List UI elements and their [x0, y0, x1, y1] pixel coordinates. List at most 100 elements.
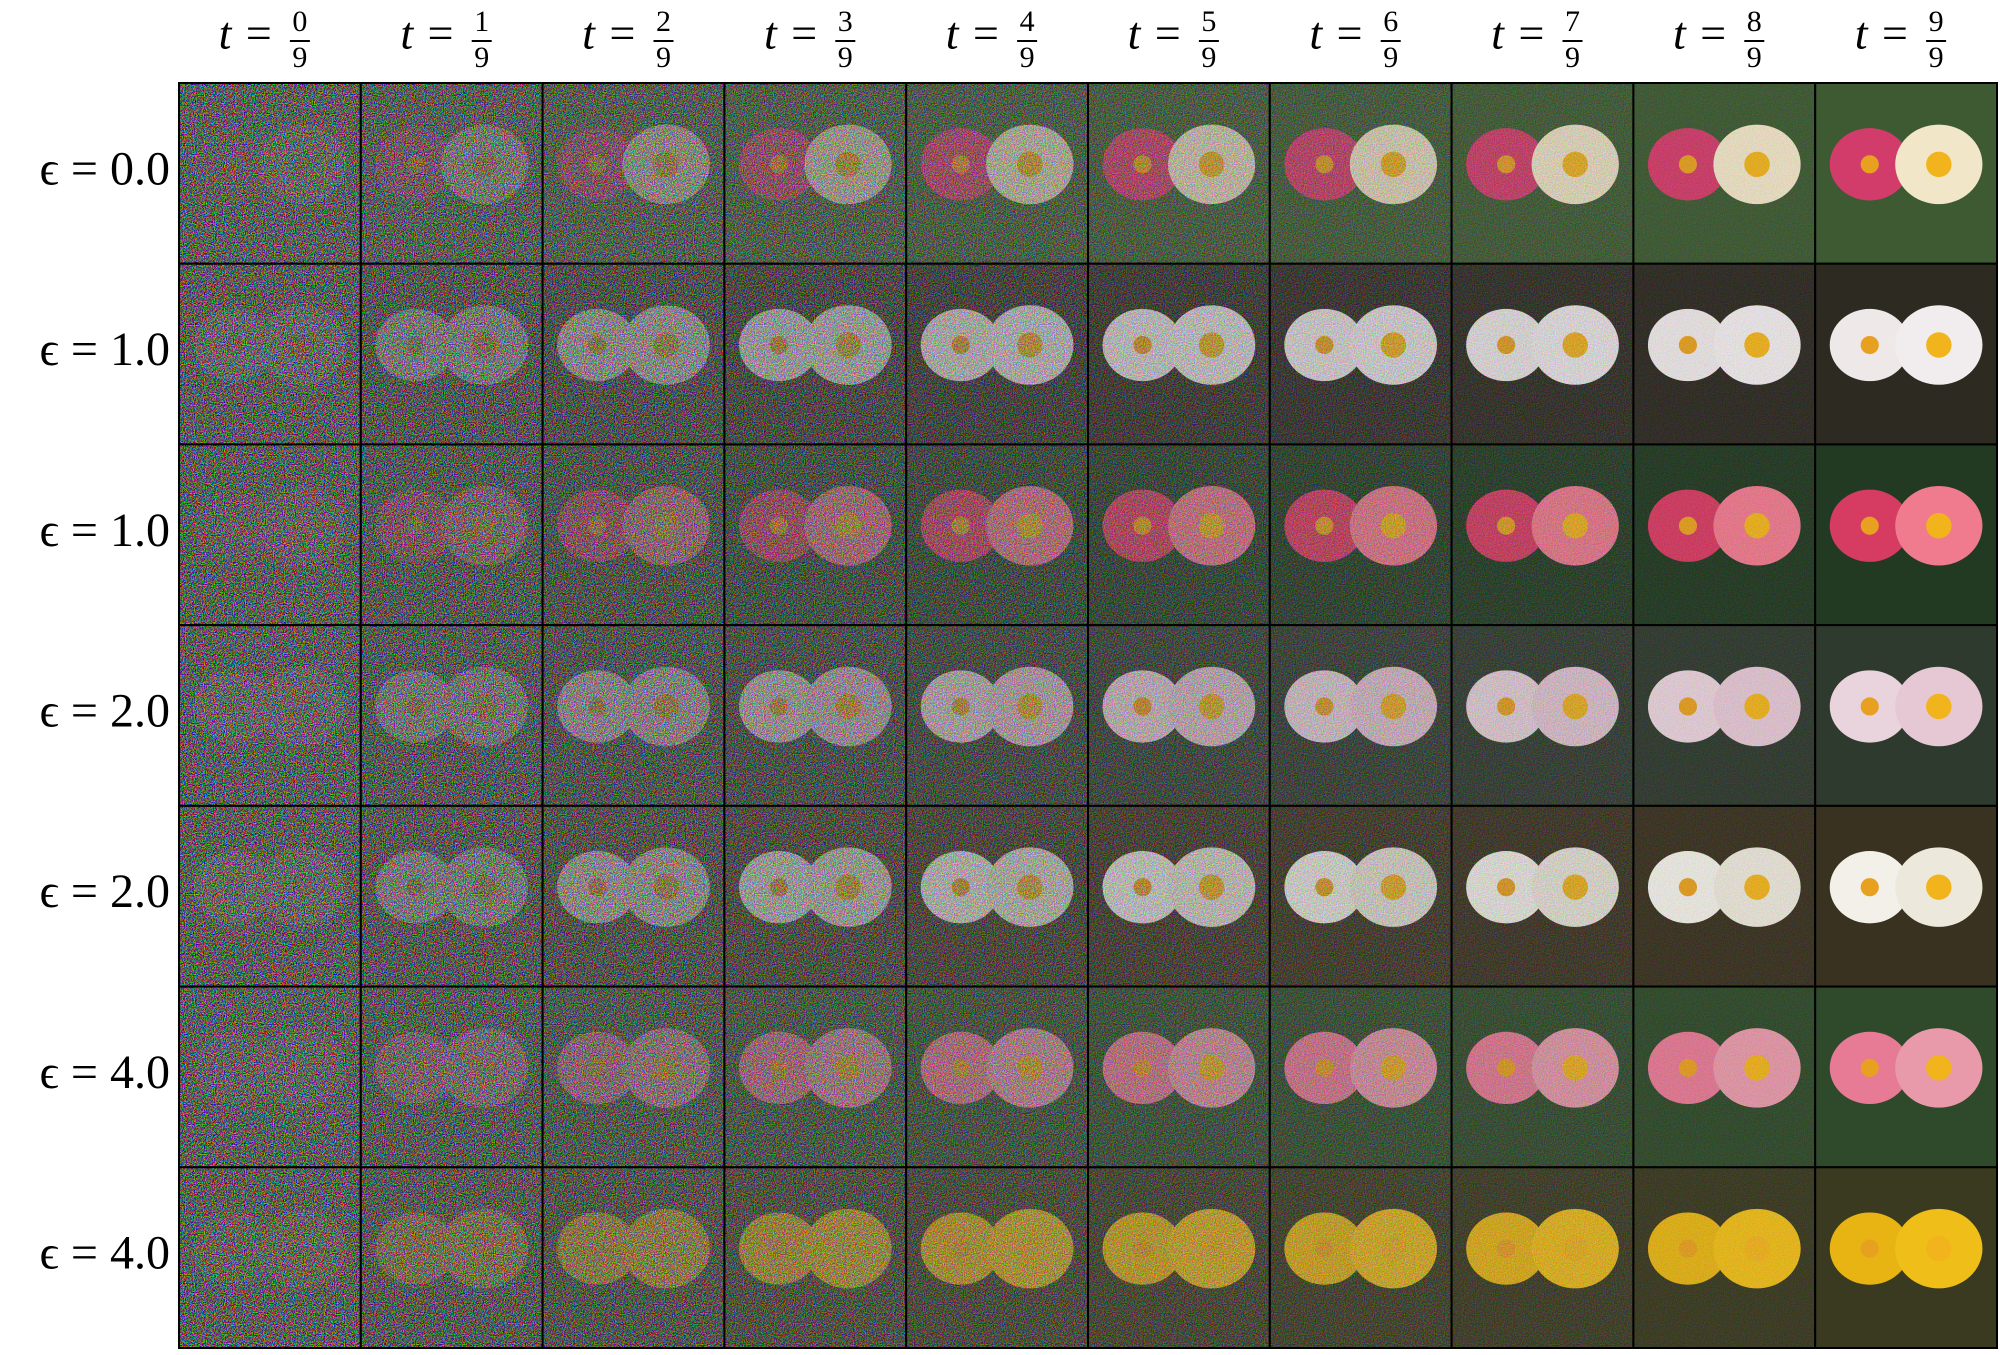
noise-layer	[360, 805, 543, 987]
image-cell	[1088, 986, 1270, 1168]
column-header: t = 19	[400, 5, 492, 74]
image-cell	[360, 83, 543, 264]
image-cell	[179, 805, 361, 987]
header-numerator: 7	[1565, 5, 1580, 38]
image-cell	[724, 1167, 907, 1348]
header-lhs: t =	[1491, 8, 1546, 59]
flower-center	[1926, 1235, 1952, 1262]
image-cell	[179, 263, 361, 445]
image-cell	[906, 805, 1088, 987]
image-cell	[1088, 805, 1270, 987]
header-lhs: t =	[1673, 8, 1728, 59]
image-cell	[724, 805, 907, 987]
image-cell	[1633, 83, 1816, 264]
flower-center	[1926, 332, 1952, 358]
noise-layer	[1088, 986, 1270, 1168]
noise-layer	[1451, 83, 1634, 264]
image-cell	[906, 263, 1088, 445]
column-header: t = 59	[1128, 5, 1219, 74]
image-cell	[724, 625, 907, 806]
image-cell	[1451, 805, 1634, 987]
noise-layer	[179, 263, 361, 445]
image-cell	[360, 444, 543, 626]
image-cell	[1451, 444, 1634, 626]
flower-center	[1926, 693, 1952, 720]
header-lhs: t =	[764, 8, 819, 59]
header-denominator: 9	[1565, 41, 1580, 74]
image-cell	[179, 625, 361, 806]
image-cell	[906, 986, 1088, 1168]
noise-layer	[906, 986, 1088, 1168]
noise-layer	[179, 83, 361, 264]
header-numerator: 5	[1201, 5, 1216, 38]
cell-border	[1814, 1166, 1998, 1350]
image-cell	[179, 986, 361, 1168]
row-label: ϵ = 4.0	[40, 1046, 171, 1099]
image-cell	[360, 986, 543, 1168]
image-cell	[1088, 263, 1270, 445]
header-lhs: t =	[582, 8, 637, 59]
row-label: ϵ = 1.0	[40, 323, 171, 376]
noise-layer	[179, 1167, 361, 1348]
noise-layer	[542, 805, 725, 987]
header-lhs: t =	[946, 8, 1001, 59]
noise-layer	[179, 625, 361, 806]
image-cell	[542, 625, 725, 806]
noise-layer	[1451, 805, 1634, 987]
header-lhs: t =	[219, 8, 274, 59]
noise-layer	[542, 986, 725, 1168]
column-header: t = 09	[219, 5, 310, 74]
noise-layer	[1269, 263, 1452, 445]
row-label: ϵ = 2.0	[40, 685, 171, 738]
image-cell	[1815, 263, 1997, 445]
header-lhs: t =	[1309, 8, 1364, 59]
header-lhs: t =	[1855, 8, 1910, 59]
header-numerator: 0	[292, 5, 307, 38]
image-cell	[542, 805, 725, 987]
noise-layer	[906, 444, 1088, 626]
noise-layer	[1088, 444, 1270, 626]
image-cell	[1633, 986, 1816, 1168]
image-cell	[1633, 444, 1816, 626]
flower-center	[1926, 874, 1952, 900]
flower-center	[1860, 335, 1879, 355]
header-denominator: 9	[838, 41, 853, 74]
image-cell	[1269, 1167, 1452, 1348]
image-cell	[724, 263, 907, 445]
noise-layer	[1269, 83, 1452, 264]
image-cell	[542, 444, 725, 626]
image-cell	[542, 83, 725, 264]
noise-layer	[1451, 1167, 1634, 1348]
noise-layer	[724, 625, 907, 806]
image-cell	[1269, 83, 1452, 264]
noise-layer	[1633, 805, 1816, 987]
noise-layer	[542, 83, 725, 264]
noise-layer	[1269, 444, 1452, 626]
noise-layer	[1088, 83, 1270, 264]
image-cell	[906, 625, 1088, 806]
column-header: t = 39	[764, 5, 856, 74]
noise-layer	[906, 625, 1088, 806]
image-cell	[1633, 805, 1816, 987]
flower-center	[1860, 516, 1879, 535]
image-cell	[724, 83, 907, 264]
image-cell	[1269, 986, 1452, 1168]
row-label: ϵ = 2.0	[40, 865, 171, 918]
image-cell	[360, 263, 543, 445]
image-cell	[179, 444, 361, 626]
flower-center	[1860, 155, 1879, 174]
noise-layer	[724, 986, 907, 1168]
noise-layer	[542, 1167, 725, 1348]
image-cell	[1088, 83, 1270, 264]
flower-center	[1860, 697, 1879, 716]
flower-center	[1926, 513, 1952, 539]
noise-layer	[1451, 625, 1634, 806]
noise-layer	[1088, 263, 1270, 445]
image-cell	[1269, 444, 1452, 626]
header-denominator: 9	[1747, 41, 1762, 74]
noise-layer	[724, 444, 907, 626]
image-cell	[1633, 263, 1816, 445]
noise-layer	[360, 444, 543, 626]
noise-layer	[1633, 1167, 1816, 1348]
